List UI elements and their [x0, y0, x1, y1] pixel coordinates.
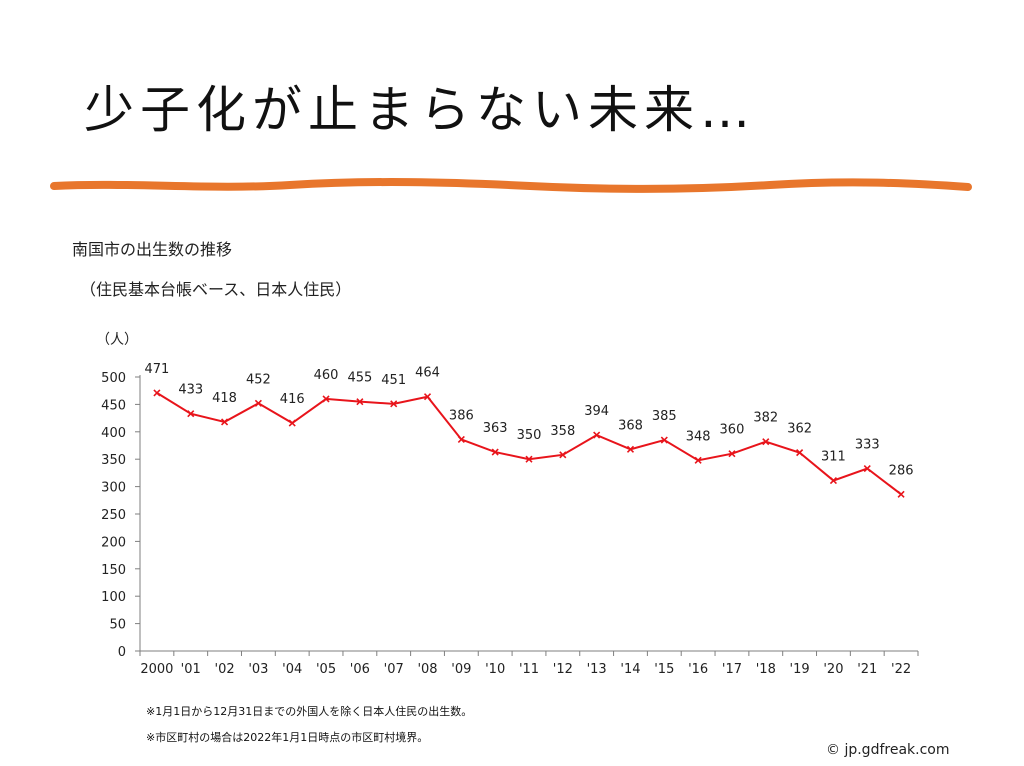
y-tick-label: 50	[109, 618, 126, 633]
y-axis-unit-label: （人）	[96, 332, 138, 348]
footnote-2: ※市区町村の場合は2022年1月1日時点の市区町村境界。	[146, 731, 429, 744]
data-label: 460	[314, 368, 339, 383]
data-point-marker	[153, 389, 161, 397]
x-tick-label: '07	[384, 662, 404, 677]
data-label: 394	[584, 404, 609, 419]
y-tick-label: 450	[101, 398, 126, 413]
y-tick-label: 300	[101, 481, 126, 496]
data-label: 363	[483, 421, 508, 436]
x-tick-label: '17	[722, 662, 742, 677]
x-tick-label: '16	[688, 662, 708, 677]
x-tick-label: '03	[248, 662, 268, 677]
data-label: 471	[144, 362, 169, 377]
data-label: 350	[517, 428, 542, 443]
x-tick-label: '10	[485, 662, 505, 677]
data-point-marker	[829, 477, 838, 485]
data-point-marker	[254, 399, 262, 407]
data-label: 348	[686, 429, 711, 444]
x-tick-label: '04	[282, 662, 302, 677]
data-point-marker	[694, 456, 702, 464]
data-label: 451	[381, 373, 406, 388]
y-tick-label: 100	[101, 590, 126, 605]
x-tick-label: '01	[181, 662, 201, 677]
x-tick-label: '12	[553, 662, 573, 677]
x-tick-label: '14	[620, 662, 640, 677]
x-tick-label: '19	[790, 662, 810, 677]
data-label: 382	[753, 411, 778, 426]
data-point-marker	[491, 448, 499, 456]
data-point-marker	[457, 435, 465, 444]
data-point-marker	[525, 455, 533, 463]
data-label: 333	[855, 438, 880, 453]
x-tick-label: '13	[587, 662, 607, 677]
data-label: 416	[280, 392, 305, 407]
y-tick-label: 250	[101, 508, 126, 523]
data-label: 455	[347, 371, 372, 386]
orange-brush-divider	[50, 178, 972, 193]
data-label: 311	[821, 450, 846, 465]
data-point-marker	[863, 464, 871, 473]
data-label: 286	[889, 463, 914, 478]
credit-text: © jp.gdfreak.com	[826, 742, 950, 758]
data-label: 362	[787, 422, 812, 437]
data-label: 418	[212, 391, 237, 406]
data-label: 358	[550, 424, 575, 439]
data-point-marker	[559, 451, 567, 459]
data-point-marker	[390, 400, 398, 408]
data-label: 464	[415, 366, 440, 381]
x-tick-label: '05	[316, 662, 336, 677]
x-tick-label: 2000	[140, 662, 173, 677]
data-point-marker	[356, 398, 364, 406]
data-point-marker	[187, 410, 195, 418]
y-tick-label: 500	[101, 371, 126, 386]
x-tick-label: '20	[823, 662, 843, 677]
data-point-marker	[796, 449, 804, 457]
x-tick-label: '21	[857, 662, 877, 677]
data-point-marker	[423, 393, 432, 401]
y-tick-label: 0	[118, 645, 126, 660]
x-tick-label: '11	[519, 662, 539, 677]
chart-title: 南国市の出生数の推移	[72, 240, 233, 259]
data-point-marker	[593, 431, 601, 439]
x-tick-label: '02	[215, 662, 235, 677]
y-tick-label: 200	[101, 535, 126, 550]
data-label: 368	[618, 418, 643, 433]
x-tick-label: '09	[451, 662, 471, 677]
data-label: 452	[246, 372, 271, 387]
data-point-marker	[897, 490, 905, 498]
data-point-marker	[322, 395, 330, 403]
data-label: 433	[178, 383, 203, 398]
x-tick-label: '15	[654, 662, 674, 677]
data-point-marker	[626, 445, 635, 453]
births-line-chart: （人） 0 50 100 150 200 250 300 350 400 450 500 2000 '…	[96, 332, 919, 677]
data-label: 386	[449, 408, 474, 423]
data-point-marker	[220, 418, 229, 426]
data-point-marker	[288, 419, 296, 427]
y-tick-label: 400	[101, 426, 126, 441]
y-tick-label: 350	[101, 453, 126, 468]
data-point-marker	[728, 450, 736, 458]
data-label: 385	[652, 409, 677, 424]
data-point-marker	[660, 436, 668, 444]
data-label: 360	[720, 423, 745, 438]
slide-title: 少子化が止まらない未来…	[84, 81, 756, 139]
x-tick-label: '06	[350, 662, 370, 677]
series-line	[156, 392, 902, 496]
x-tick-label: '22	[891, 662, 911, 677]
x-tick-label: '18	[756, 662, 776, 677]
data-point-marker	[762, 438, 770, 446]
footnote-1: ※1月1日から12月31日までの外国人を除く日本人住民の出生数。	[146, 705, 473, 718]
chart-subtitle: （住民基本台帳ベース、日本人住民）	[80, 280, 352, 299]
x-tick-label: '08	[417, 662, 437, 677]
y-tick-label: 150	[101, 563, 126, 578]
